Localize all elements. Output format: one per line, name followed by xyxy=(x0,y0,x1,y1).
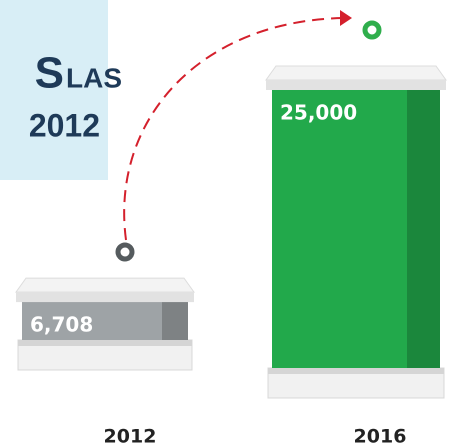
arc-arrow xyxy=(123,17,346,241)
title-text: LAS xyxy=(66,62,122,93)
start-marker xyxy=(115,242,135,262)
arrow-head xyxy=(340,10,352,26)
bar-cap-edge xyxy=(16,292,194,303)
bar-cap xyxy=(265,65,447,81)
bar-side-shade xyxy=(407,80,440,368)
bar-side xyxy=(407,80,440,368)
bar xyxy=(272,80,407,368)
bar-cap xyxy=(15,277,195,293)
end-marker xyxy=(362,20,382,40)
x-tick-label: 2012 xyxy=(104,426,157,448)
bar-cap-edge xyxy=(266,80,446,90)
title-text: S xyxy=(35,49,64,98)
x-tick-label: 2016 xyxy=(354,426,407,448)
title-text: 2012 xyxy=(29,107,100,143)
title-box xyxy=(0,0,108,180)
pedestal-shade xyxy=(268,368,444,374)
value-label: 25,000 xyxy=(280,101,357,125)
value-label: 6,708 xyxy=(30,313,93,337)
pedestal-shade xyxy=(18,340,192,346)
